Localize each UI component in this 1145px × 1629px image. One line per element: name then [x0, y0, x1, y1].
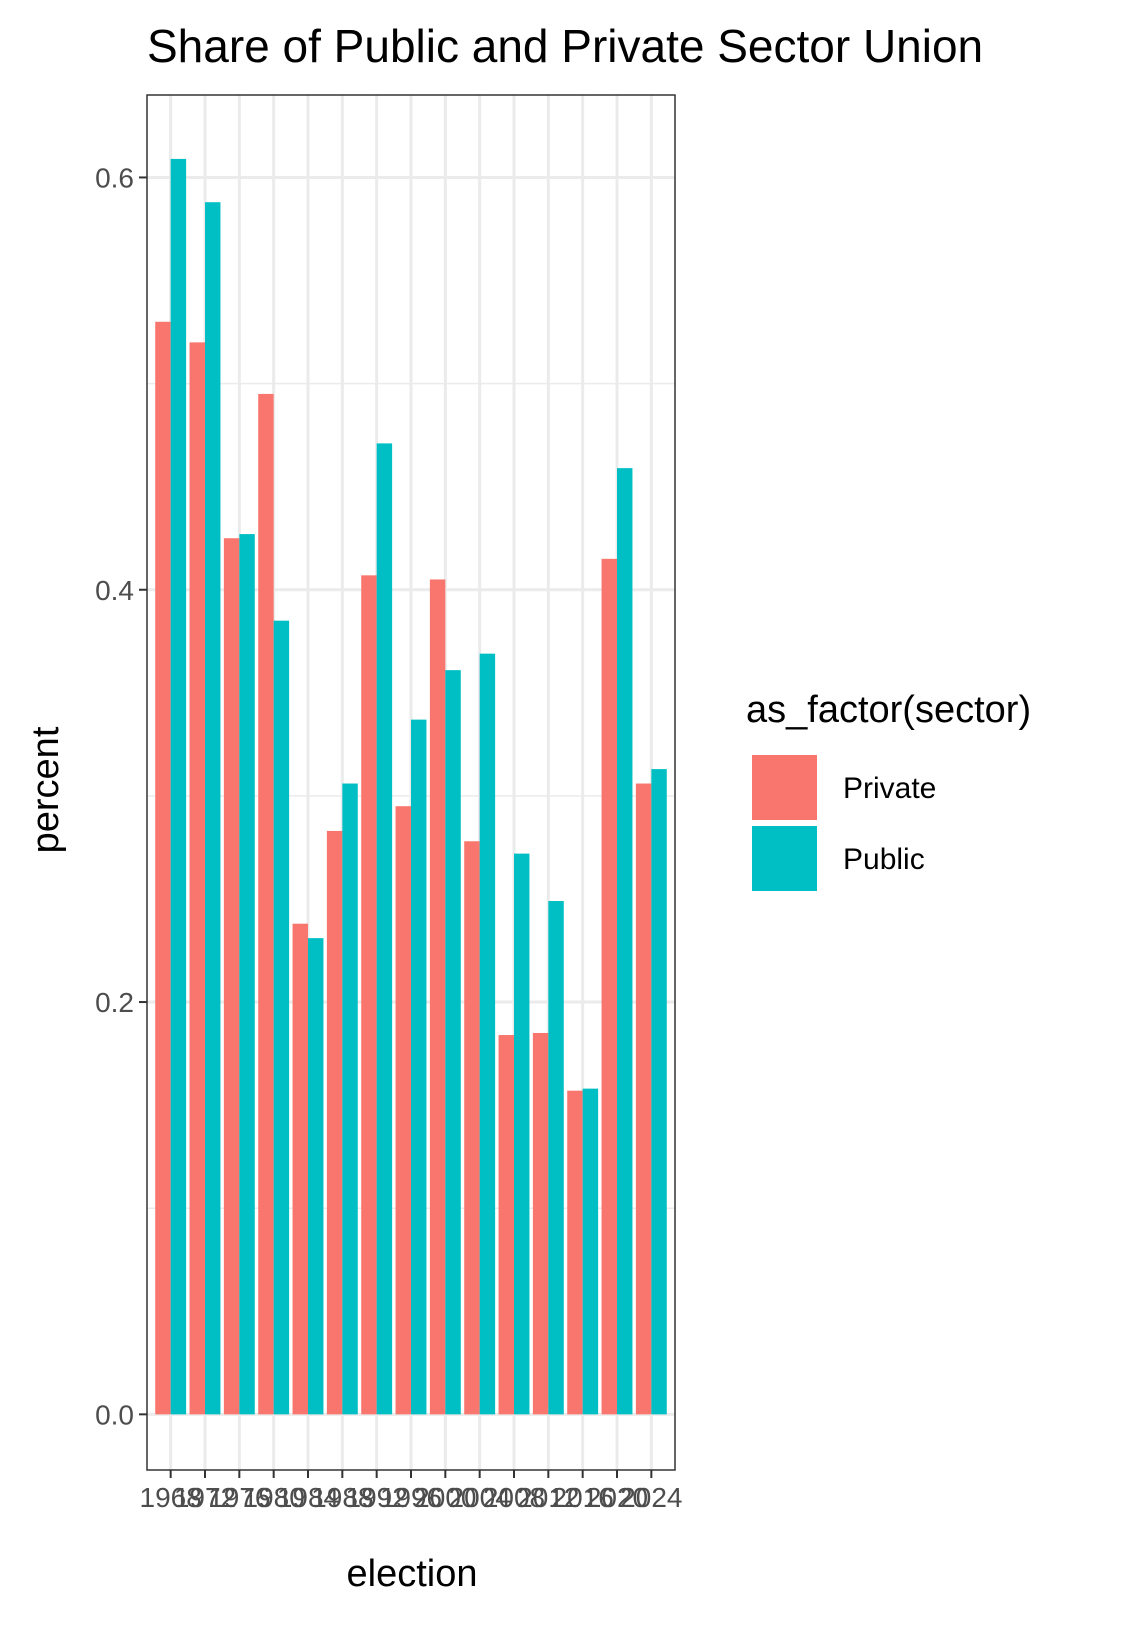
x-tick-label-8: 2000 [414, 1482, 476, 1513]
x-tick-label-9: 2004 [449, 1482, 511, 1513]
bar-private-1972 [189, 342, 205, 1415]
bar-public-2024 [651, 769, 667, 1415]
bar-private-1980 [258, 393, 274, 1415]
legend-title: as_factor(sector) [746, 689, 1031, 731]
x-tick-label-1: 1972 [174, 1482, 236, 1513]
x-tick-label-4: 1984 [277, 1482, 339, 1513]
x-tick-label-0: 1968 [140, 1482, 202, 1513]
legend-key-private [752, 755, 817, 820]
bar-public-1988 [342, 783, 358, 1415]
bar-public-1984 [308, 938, 324, 1415]
legend-key-public [752, 826, 817, 891]
x-axis-title: election [347, 1553, 478, 1595]
y-tick-label-1: 0.2 [95, 987, 134, 1018]
x-tick-label-6: 1992 [346, 1482, 408, 1513]
bar-private-2008 [498, 1035, 514, 1415]
bar-private-1976 [223, 538, 240, 1415]
bar-public-2012 [548, 901, 564, 1415]
legend: as_factor(sector) Private Public [746, 689, 1031, 891]
bar-private-1992 [361, 575, 377, 1415]
y-tick-label-3: 0.6 [95, 162, 134, 193]
x-tick-label-5: 1988 [311, 1482, 373, 1513]
bar-private-2016 [567, 1090, 583, 1415]
bar-private-2000 [429, 579, 446, 1415]
bar-public-2004 [479, 653, 496, 1415]
bar-public-1996 [411, 719, 427, 1415]
x-tick-label-12: 2016 [552, 1482, 614, 1513]
bar-private-1996 [395, 806, 411, 1415]
y-tick-label-2: 0.4 [95, 575, 134, 606]
bar-private-1984 [292, 923, 308, 1415]
y-tick-label-0: 0.0 [95, 1399, 134, 1430]
x-tick-label-14: 2024 [620, 1482, 682, 1513]
bar-public-1980 [273, 620, 290, 1415]
chart-title: Share of Public and Private Sector Union [147, 20, 983, 72]
bar-private-2012 [532, 1032, 549, 1415]
x-tick-label-11: 2012 [517, 1482, 579, 1513]
bar-private-2024 [635, 783, 652, 1415]
bar-public-2020 [617, 468, 633, 1415]
bar-public-2000 [445, 670, 461, 1415]
x-tick-label-2: 1976 [208, 1482, 270, 1513]
bar-public-1976 [239, 534, 255, 1415]
bar-public-2016 [582, 1088, 599, 1415]
legend-label-private: Private [843, 772, 936, 805]
y-axis-title: percent [25, 726, 67, 853]
x-axis: 1968197219761980198419881992199620002004… [140, 1470, 682, 1513]
bars [155, 158, 667, 1415]
bar-public-1972 [205, 202, 221, 1415]
x-tick-label-3: 1980 [243, 1482, 305, 1513]
x-tick-label-10: 2008 [483, 1482, 545, 1513]
legend-label-public: Public [843, 843, 925, 876]
bar-private-2004 [464, 841, 480, 1415]
bar-public-2008 [514, 853, 530, 1415]
bar-public-1992 [376, 443, 393, 1415]
x-tick-label-7: 1996 [380, 1482, 442, 1513]
y-axis: 0.0 0.2 0.4 0.6 [95, 162, 147, 1430]
x-tick-label-13: 2020 [586, 1482, 648, 1513]
bar-private-1988 [326, 830, 343, 1415]
bar-public-1968 [170, 158, 187, 1415]
bar-private-2020 [601, 558, 617, 1415]
bar-private-1968 [155, 321, 171, 1415]
